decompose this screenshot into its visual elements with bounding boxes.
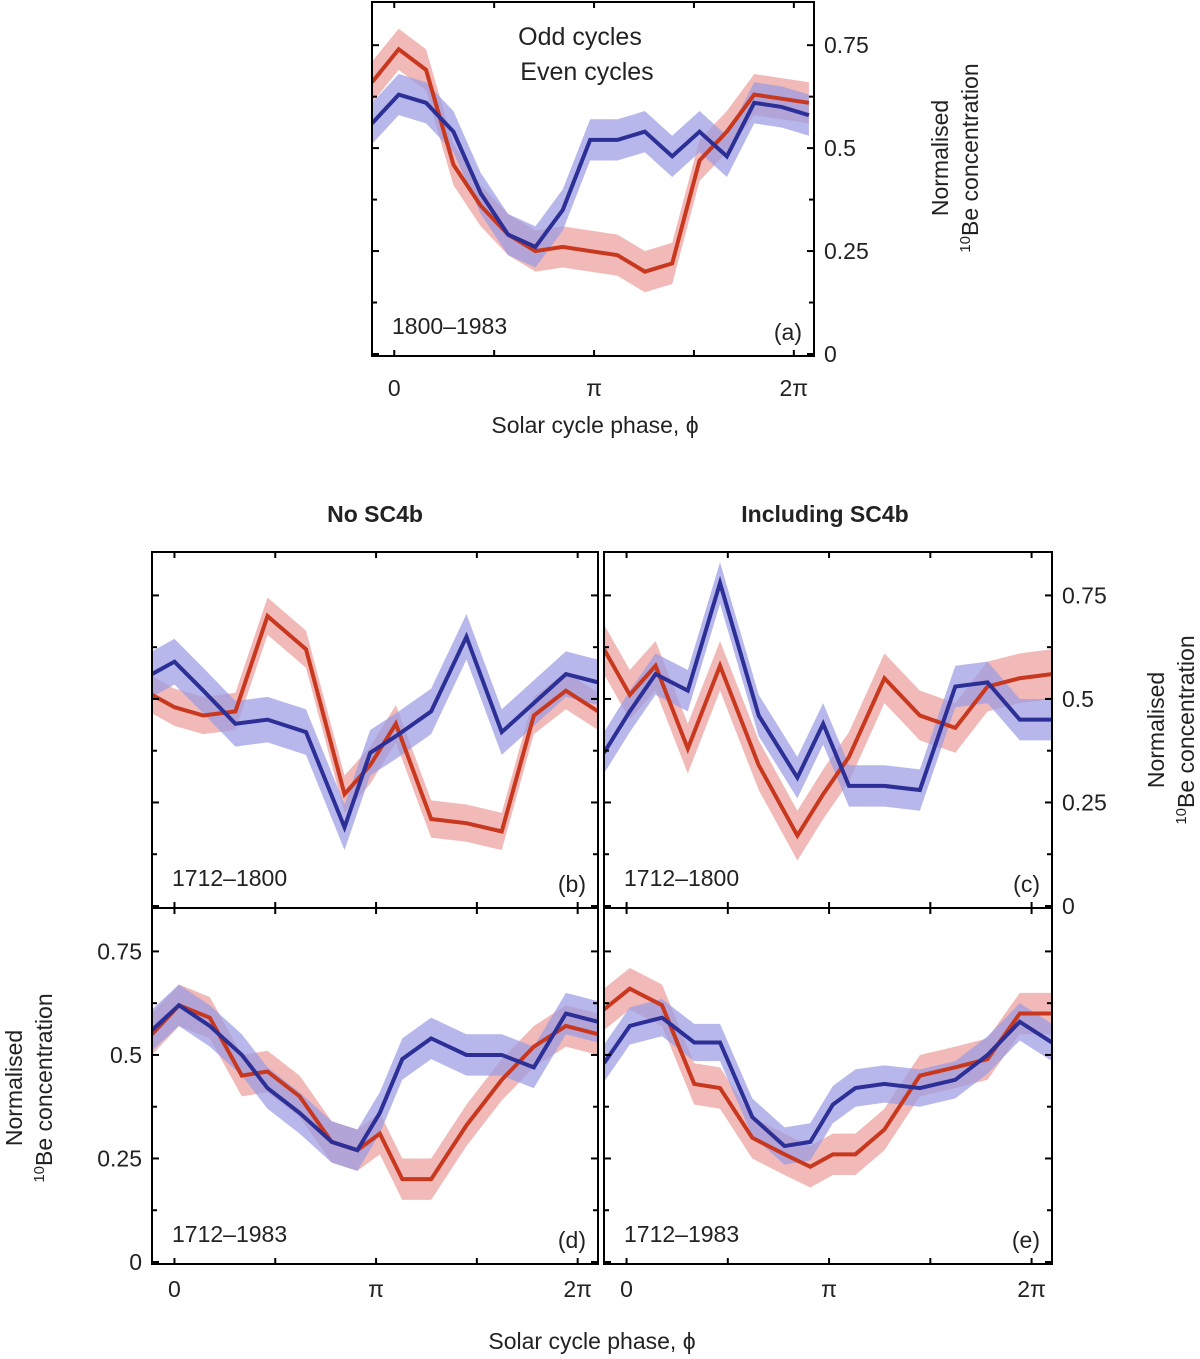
period-label: 1800–1983 [392, 313, 507, 339]
plot-area [604, 967, 1052, 1188]
legend-odd-cycles: Odd cycles [518, 23, 642, 51]
panel-b: 1712–1800 (b) [151, 551, 599, 909]
period-label: 1712–1800 [172, 865, 287, 891]
y-tick-label: 0 [129, 1249, 142, 1275]
y-tick-label: 0.75 [1062, 582, 1107, 608]
panel-d: 0 π 2π 0 0.25 0.5 0.75 1712–1983 (d) [97, 907, 599, 1302]
y-axis-title-middle: Normalised 10Be concentration [1143, 635, 1199, 824]
x-tick-label: π [586, 375, 602, 401]
y-tick-label: 0.25 [97, 1145, 142, 1171]
y-tick-label: 0.25 [824, 238, 869, 264]
period-label: 1712–1800 [624, 865, 739, 891]
x-tick-label: π [821, 1276, 837, 1302]
even-cycles-confidence-band [604, 999, 1052, 1165]
x-axis-title-bottom: Solar cycle phase, ϕ [488, 1328, 695, 1354]
y-axis-title-line2: 10Be concentration [957, 63, 984, 252]
panel-letter: (a) [774, 319, 802, 345]
even-cycles-confidence-band [152, 984, 598, 1171]
even-cycles-line [604, 1015, 1052, 1149]
period-label: 1712–1983 [172, 1221, 287, 1247]
plot-area [152, 597, 598, 851]
y-axis-title-line1: Normalised [927, 100, 953, 216]
y-axis-title-rest: Be concentration [957, 63, 983, 236]
even-cycles-confidence-band [372, 74, 809, 268]
plot-area [604, 562, 1052, 861]
even-cycles-line [152, 1002, 598, 1153]
x-tick-label: 0 [388, 375, 401, 401]
odd-cycles-confidence-band [372, 28, 809, 293]
y-axis-title-superscript: 10 [1173, 808, 1190, 825]
panel-frame [603, 907, 1053, 1265]
x-tick-label: 2π [563, 1276, 592, 1302]
x-tick-label: 2π [780, 375, 809, 401]
odd-cycles-line [604, 986, 1052, 1170]
x-tick-label: 0 [620, 1276, 633, 1302]
even-cycles-confidence-band [152, 614, 598, 851]
y-axis-title-rest: Be concentration [1173, 635, 1199, 808]
plot-area [152, 984, 598, 1200]
y-tick-label: 0.75 [97, 938, 142, 964]
x-tick-label: 2π [1017, 1276, 1046, 1302]
panel-a: 0 π 2π 0 0.25 0.5 0.75 1800–1983 (a) [371, 1, 869, 401]
panel-letter: (d) [558, 1227, 586, 1253]
y-tick-label: 0.5 [110, 1042, 142, 1068]
x-tick-label: π [368, 1276, 384, 1302]
y-axis-title-top: Normalised 10Be concentration [927, 63, 983, 252]
panels: 0 π 2π 0 0.25 0.5 0.75 1800–1983 (a) 1712–1800 (b)… [97, 1, 1107, 1302]
y-axis-title-superscript: 10 [957, 236, 974, 253]
y-tick-label: 0 [1062, 893, 1075, 919]
column-title-no-sc4b: No SC4b [327, 501, 423, 527]
y-tick-label: 0.5 [1062, 686, 1094, 712]
panel-c: 0 0.25 0.5 0.75 1712–1800 (c) [603, 551, 1107, 919]
plot-area [372, 28, 810, 293]
y-axis-title-superscript: 10 [31, 1166, 48, 1183]
odd-cycles-confidence-band [604, 967, 1052, 1188]
period-label: 1712–1983 [624, 1221, 739, 1247]
panel-letter: (c) [1013, 871, 1040, 897]
y-tick-label: 0 [824, 341, 837, 367]
y-tick-label: 0.25 [1062, 789, 1107, 815]
even-cycles-confidence-band [604, 562, 1052, 811]
x-axis-title-top: Solar cycle phase, ϕ [491, 412, 698, 438]
y-axis-title-rest: Be concentration [31, 993, 57, 1166]
panel-frame [151, 907, 599, 1265]
y-tick-label: 0.5 [824, 135, 856, 161]
panel-e: 0 π 2π 1712–1983 (e) [603, 907, 1053, 1302]
y-tick-label: 0.75 [824, 32, 869, 58]
x-tick-label: 0 [168, 1276, 181, 1302]
y-axis-title-line1: Normalised [1, 1030, 27, 1146]
y-axis-title-line2: 10Be concentration [1173, 635, 1200, 824]
y-axis-title-line2: 10Be concentration [31, 993, 58, 1182]
y-axis-title-bottom: Normalised 10Be concentration [1, 993, 57, 1182]
column-title-including-sc4b: Including SC4b [741, 501, 908, 527]
panel-letter: (b) [558, 871, 586, 897]
odd-cycles-confidence-band [604, 624, 1052, 861]
legend-even-cycles: Even cycles [520, 58, 653, 86]
panel-frame [371, 1, 815, 357]
panel-letter: (e) [1012, 1227, 1040, 1253]
y-axis-title-line1: Normalised [1143, 672, 1169, 788]
